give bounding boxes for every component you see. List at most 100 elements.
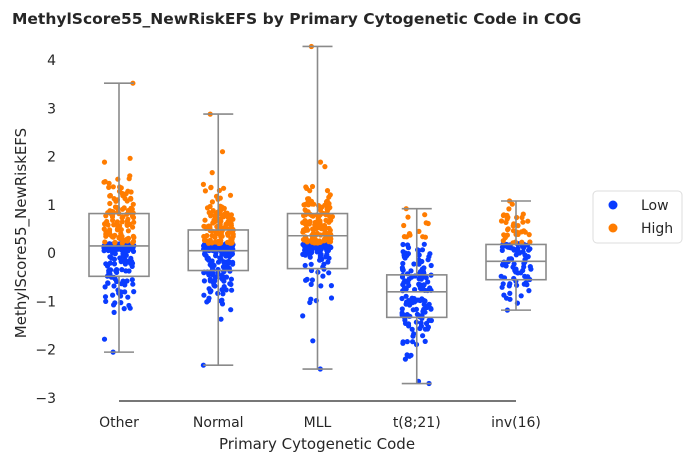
data-point [111, 309, 117, 315]
data-point [425, 324, 431, 330]
data-point [209, 170, 215, 176]
data-point [218, 238, 224, 244]
data-point [114, 278, 120, 285]
y-tick-label: −1 [35, 294, 56, 310]
data-point [309, 277, 315, 283]
data-point [129, 277, 135, 283]
data-point [125, 228, 131, 234]
data-point [207, 278, 213, 284]
data-point [414, 311, 420, 317]
data-point [422, 234, 428, 240]
data-point [227, 281, 233, 287]
data-point [326, 194, 332, 200]
data-point [506, 256, 512, 262]
legend: Low High [592, 190, 683, 244]
data-point [223, 210, 229, 216]
data-point [119, 190, 125, 197]
data-point [102, 294, 109, 300]
data-point [110, 184, 116, 190]
data-point [399, 295, 405, 302]
data-point [130, 224, 136, 230]
data-point [527, 264, 533, 270]
data-point [422, 309, 428, 315]
data-point [106, 229, 113, 235]
data-point [417, 283, 423, 289]
data-point [404, 339, 410, 345]
data-point [120, 253, 126, 259]
data-point [207, 203, 213, 210]
data-point [129, 260, 136, 266]
iqr-box [88, 212, 150, 278]
data-point [325, 202, 331, 208]
data-point [308, 296, 314, 302]
data-point [115, 287, 121, 293]
data-point [400, 260, 406, 267]
data-point [422, 212, 428, 218]
data-point [119, 206, 126, 212]
data-point [507, 296, 513, 302]
data-point [107, 254, 113, 260]
data-point [400, 267, 406, 273]
data-point [118, 281, 124, 287]
box-1 [187, 113, 250, 366]
data-point [310, 230, 316, 236]
data-point [425, 220, 431, 227]
data-point [513, 266, 519, 272]
data-point [102, 284, 108, 290]
data-point [320, 273, 326, 279]
data-point [300, 313, 306, 319]
data-point [318, 244, 324, 250]
data-point [112, 240, 118, 246]
data-point [302, 262, 308, 269]
data-point [498, 218, 505, 224]
data-point [526, 232, 532, 238]
data-point [308, 198, 315, 204]
data-point [225, 214, 231, 220]
data-point [221, 185, 227, 191]
data-point [131, 219, 137, 225]
data-point [303, 236, 309, 242]
data-point [504, 232, 510, 238]
data-point [520, 267, 526, 274]
data-point [417, 297, 423, 304]
data-point [102, 221, 108, 227]
data-point [314, 239, 320, 245]
data-point [520, 219, 526, 225]
data-point [126, 302, 132, 309]
data-point [401, 222, 407, 229]
data-point [404, 352, 410, 358]
data-point [105, 280, 111, 286]
data-point [507, 281, 513, 287]
chart-title: MethylScore55_NewRiskEFS by Primary Cyto… [12, 10, 581, 28]
iqr-box [385, 274, 448, 319]
data-point [127, 155, 133, 161]
data-point [106, 184, 112, 190]
data-point [416, 228, 422, 234]
data-point [130, 201, 136, 207]
x-tick-label: inv(16) [491, 415, 541, 431]
data-point [200, 181, 206, 187]
data-point [101, 159, 108, 165]
data-point [400, 339, 406, 345]
data-point [117, 236, 123, 242]
data-point [410, 307, 416, 313]
x-tick-label: Normal [193, 415, 244, 431]
data-point [107, 200, 113, 207]
data-point [405, 242, 411, 248]
data-point [304, 276, 310, 282]
data-point [518, 293, 524, 299]
data-point [110, 250, 116, 256]
data-point [119, 240, 125, 246]
box-0 [88, 82, 150, 353]
data-point [417, 325, 423, 332]
data-point [124, 278, 130, 284]
data-point [416, 252, 422, 258]
data-point [419, 247, 426, 253]
data-point [201, 292, 207, 298]
y-axis-label: MethylScore55_NewRiskEFS [12, 128, 31, 338]
data-point [219, 301, 226, 307]
data-point [227, 251, 233, 257]
data-point [423, 304, 429, 310]
data-point [218, 272, 225, 279]
data-point [303, 245, 309, 252]
